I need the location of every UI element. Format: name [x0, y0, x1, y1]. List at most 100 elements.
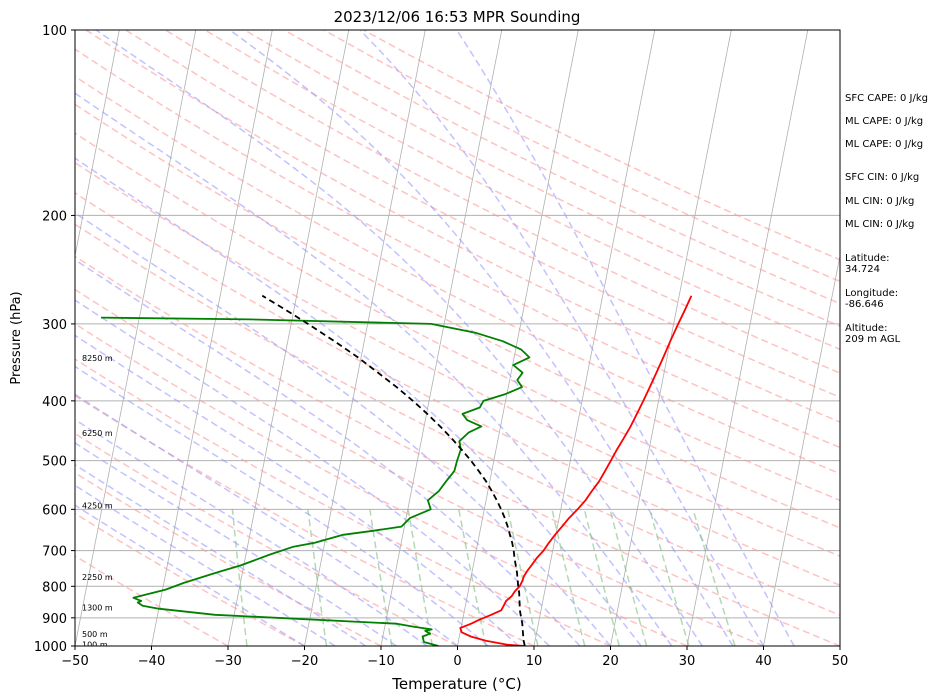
x-axis-ticks: −50 −40 −30 −20 −10 0 10 20 30 40 50 [61, 646, 848, 669]
y-tick-label: 1000 [34, 640, 67, 655]
dry-adiabat-line [323, 30, 840, 283]
moist-adiabat-line [75, 334, 520, 646]
x-tick-label: 50 [832, 654, 849, 669]
moist-adiabat-line [75, 442, 397, 646]
x-tick-label: −10 [367, 654, 394, 669]
sounding-series [101, 294, 693, 646]
chart-title: 2023/12/06 16:53 MPR Sounding [334, 8, 581, 26]
moist-adiabat-line [75, 92, 673, 646]
x-tick-label: 20 [602, 654, 619, 669]
moist-adiabat-line [456, 30, 795, 646]
isotherm-line [304, 30, 426, 646]
mixing-ratio-line [458, 509, 487, 646]
dry-adiabat-line [75, 132, 840, 529]
dry-adiabat-line [85, 30, 840, 423]
moist-adiabat-line [75, 484, 336, 646]
sfc-cape-label: SFC CAPE: 0 J/kg [845, 93, 928, 104]
x-tick-label: 0 [453, 654, 461, 669]
moist-adiabat-line [75, 258, 581, 646]
dry-adiabat-line [75, 75, 840, 475]
dry-adiabat-line [75, 288, 764, 646]
latitude-label: Latitude: [845, 253, 890, 264]
mixing-ratio-line [551, 509, 586, 646]
height-label: 2250 m [82, 573, 113, 582]
isotherm-grid [75, 30, 840, 646]
dry-adiabat-line [204, 30, 840, 351]
plot-area: 100 m 500 m 1300 m 2250 m 4250 m 6250 m 8250 m [75, 30, 840, 650]
dry-adiabat-line [75, 394, 535, 646]
isotherm-line [227, 30, 350, 646]
y-tick-label: 400 [42, 395, 67, 410]
dry-adiabat-line [75, 432, 458, 646]
mixing-ratio-line [583, 509, 621, 646]
moist-adiabat-line [229, 30, 734, 646]
height-label: 8250 m [82, 354, 113, 363]
dry-adiabats [75, 30, 840, 646]
moist-adiabat-line [75, 299, 550, 646]
dry-adiabat-line [75, 223, 840, 616]
altitude-value: 209 m AGL [845, 334, 901, 345]
height-label: 6250 m [82, 429, 113, 438]
mixing-ratio-line [231, 509, 248, 646]
x-tick-label: −30 [214, 654, 241, 669]
ml-cin-label-2: ML CIN: 0 J/kg [845, 219, 915, 230]
mixing-ratio-line [609, 509, 648, 646]
isotherm-line [75, 30, 197, 646]
height-label: 100 m [82, 641, 108, 650]
mixing-ratio-lines [231, 509, 736, 646]
height-label: 1300 m [82, 604, 113, 613]
dry-adiabat-line [75, 554, 229, 646]
dry-adiabat-line [283, 30, 840, 305]
y-tick-label: 100 [42, 24, 67, 39]
mixing-ratio-line [507, 509, 539, 646]
y-tick-label: 700 [42, 545, 67, 560]
parcel-line [261, 294, 526, 646]
dry-adiabat-line [75, 358, 611, 646]
x-tick-label: −50 [61, 654, 88, 669]
mixing-ratio-line [407, 509, 434, 646]
x-axis-label: Temperature (°C) [391, 675, 521, 693]
latitude-value: 34.724 [845, 264, 880, 275]
y-tick-label: 300 [42, 318, 67, 333]
x-tick-label: 30 [679, 654, 696, 669]
moist-adiabat-line [75, 365, 489, 646]
dry-adiabat-line [75, 192, 840, 587]
sfc-cin-label: SFC CIN: 0 J/kg [845, 172, 920, 183]
moist-adiabat-line [75, 212, 612, 646]
mixing-ratio-line [692, 509, 736, 646]
height-label: 500 m [82, 630, 108, 639]
mixing-ratio-line [307, 509, 328, 646]
longitude-label: Longitude: [845, 288, 899, 299]
dry-adiabat-line [244, 30, 840, 328]
y-tick-label: 500 [42, 455, 67, 470]
y-axis-ticks: 100 200 300 400 500 600 700 800 900 1000 [34, 24, 75, 655]
moist-adiabat-line [75, 393, 458, 646]
ml-cape-label-2: ML CAPE: 0 J/kg [845, 139, 924, 150]
dry-adiabat-line [75, 322, 688, 646]
moist-adiabats [75, 30, 795, 646]
x-tick-label: 40 [755, 654, 772, 669]
longitude-value: -86.646 [845, 299, 884, 310]
x-tick-label: −20 [291, 654, 318, 669]
y-axis-label: Pressure (hPa) [9, 291, 24, 384]
y-tick-label: 600 [42, 503, 67, 518]
altitude-label: Altitude: [845, 323, 888, 334]
isotherm-line [686, 30, 809, 646]
moist-adiabat-line [75, 463, 367, 646]
isotherm-line [75, 30, 120, 258]
y-tick-label: 800 [42, 580, 67, 595]
temperature-line [459, 295, 693, 646]
height-labels: 100 m 500 m 1300 m 2250 m 4250 m 6250 m 8250 m [82, 354, 113, 650]
mixing-ratio-line [649, 509, 690, 646]
dry-adiabat-line [75, 103, 840, 502]
dry-adiabat-line [75, 161, 840, 557]
sounding-parameters-panel: SFC CAPE: 0 J/kg ML CAPE: 0 J/kg ML CAPE… [845, 0, 947, 700]
ml-cin-label: ML CIN: 0 J/kg [845, 196, 915, 207]
x-tick-label: −40 [138, 654, 165, 669]
y-tick-label: 200 [42, 209, 67, 224]
isotherm-line [151, 30, 273, 646]
dewpoint-line [101, 316, 531, 646]
isobar-grid [75, 30, 840, 646]
moist-adiabat-line [359, 30, 765, 646]
